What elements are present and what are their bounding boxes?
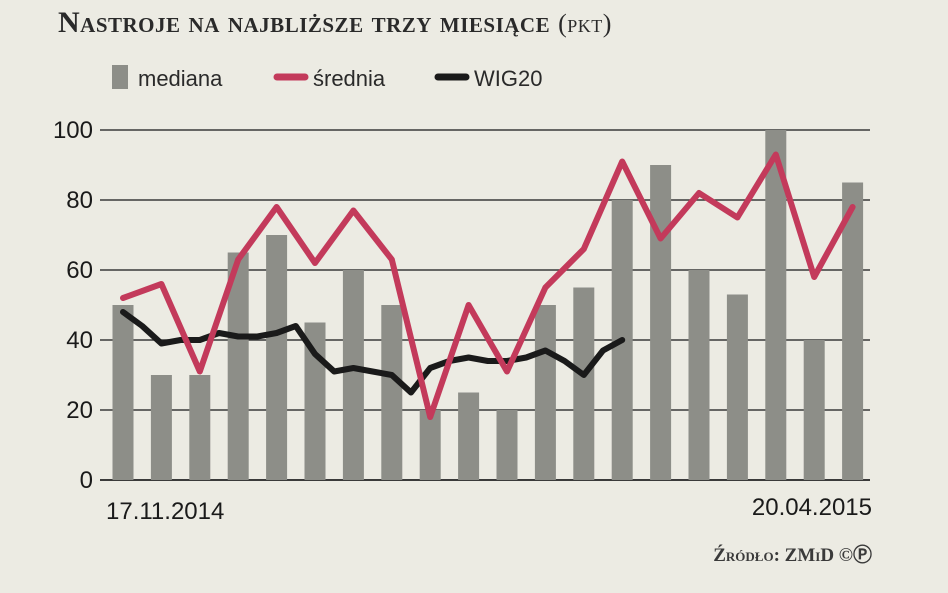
series-line-srednia (120, 151, 856, 420)
y-tick-labels: 0 20 40 60 80 100 (53, 117, 93, 494)
bars (112, 130, 864, 480)
chart-title: Nastroje na najbliższe trzy miesiące (pk… (58, 6, 612, 40)
bar-mediana-5 (266, 235, 288, 480)
y-tick-label-80: 80 (66, 187, 93, 214)
x-label-start: 17.11.2014 (106, 498, 224, 525)
bar-mediana-11 (496, 410, 518, 480)
bar-mediana-10 (458, 392, 480, 480)
bar-mediana-9 (419, 410, 441, 480)
legend-swatch-mediana (112, 65, 128, 89)
bar-mediana-20 (842, 182, 864, 480)
bar-mediana-16 (688, 270, 710, 480)
y-tick-label-20: 20 (66, 397, 93, 424)
chart-title-unit: (pkt) (558, 9, 612, 38)
y-tick-label-60: 60 (66, 257, 93, 284)
y-tick-label-100: 100 (53, 117, 93, 144)
y-tick-label-0: 0 (80, 467, 93, 494)
gridlines (100, 129, 870, 481)
bar-mediana-8 (381, 305, 403, 480)
bar-mediana-7 (342, 270, 364, 480)
bar-mediana-17 (726, 294, 748, 480)
y-tick-label-40: 40 (66, 327, 93, 354)
legend: mediana średnia WIG20 (112, 65, 542, 91)
chart-title-text: Nastroje na najbliższe trzy miesiące (58, 6, 551, 39)
bar-mediana-2 (150, 375, 172, 480)
bar-mediana-18 (765, 130, 787, 480)
bar-mediana-19 (803, 340, 825, 480)
bar-mediana-12 (534, 305, 556, 480)
bar-mediana-3 (189, 375, 211, 480)
bar-mediana-1 (112, 305, 134, 480)
bar-mediana-13 (573, 287, 595, 480)
source-note: Źródło: ZMiD ©Ⓟ (713, 545, 872, 566)
bar-mediana-4 (227, 252, 249, 480)
legend-label-mediana: mediana (138, 66, 223, 91)
legend-label-wig20: WIG20 (474, 66, 542, 91)
x-label-end: 20.04.2015 (752, 494, 872, 521)
legend-label-srednia: średnia (313, 66, 386, 91)
series-line-wig20 (120, 309, 626, 396)
bar-mediana-15 (650, 165, 672, 480)
